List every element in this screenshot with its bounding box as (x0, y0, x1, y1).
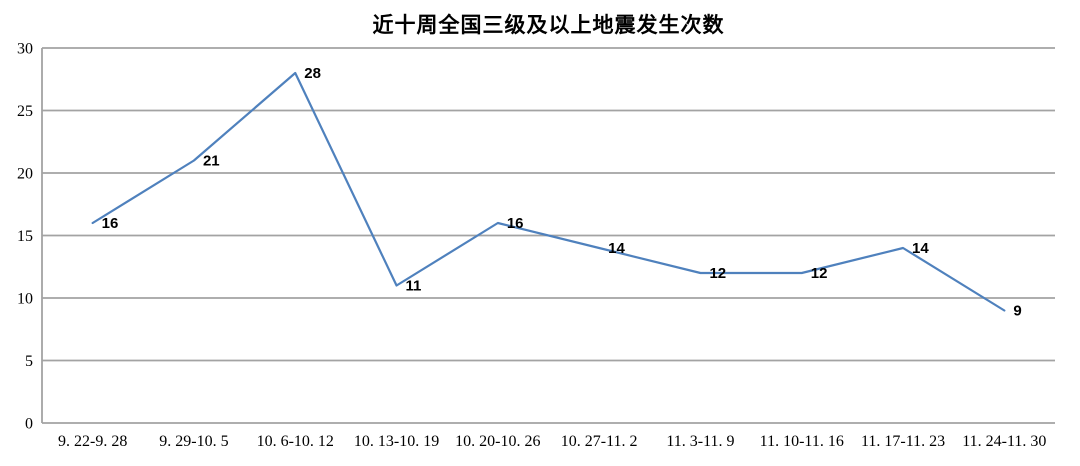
y-tick-label: 30 (17, 41, 33, 58)
data-label: 12 (811, 265, 828, 282)
x-tick-label: 10. 6-10. 12 (257, 433, 334, 450)
x-tick-label: 10. 13-10. 19 (354, 433, 439, 450)
x-tick-label: 10. 27-11. 2 (561, 433, 638, 450)
data-label: 28 (304, 65, 321, 82)
series-line (91, 71, 1006, 312)
x-tick-label: 9. 29-10. 5 (159, 433, 228, 450)
data-label: 12 (709, 265, 726, 282)
x-tick-label: 9. 22-9. 28 (58, 433, 127, 450)
data-label: 16 (507, 215, 524, 232)
x-tick-label: 10. 20-10. 26 (455, 433, 540, 450)
y-tick-label: 20 (17, 166, 33, 183)
x-tick-label: 11. 3-11. 9 (666, 433, 734, 450)
y-tick-label: 0 (25, 416, 33, 433)
data-label: 14 (912, 240, 929, 257)
y-tick-label: 15 (17, 228, 33, 245)
chart-title: 近十周全国三级及以上地震发生次数 (372, 14, 725, 37)
data-label: 14 (608, 240, 625, 257)
y-tick-label: 10 (17, 291, 33, 308)
data-label: 21 (203, 153, 220, 170)
y-tick-label: 5 (25, 353, 33, 370)
x-tick-label: 11. 10-11. 16 (760, 433, 844, 450)
x-tick-label: 11. 24-11. 30 (962, 433, 1046, 450)
x-tick-label: 11. 17-11. 23 (861, 433, 945, 450)
data-label: 9 (1013, 303, 1021, 320)
y-tick-label: 25 (17, 103, 33, 120)
data-label: 16 (102, 215, 119, 232)
data-label: 11 (406, 278, 422, 295)
